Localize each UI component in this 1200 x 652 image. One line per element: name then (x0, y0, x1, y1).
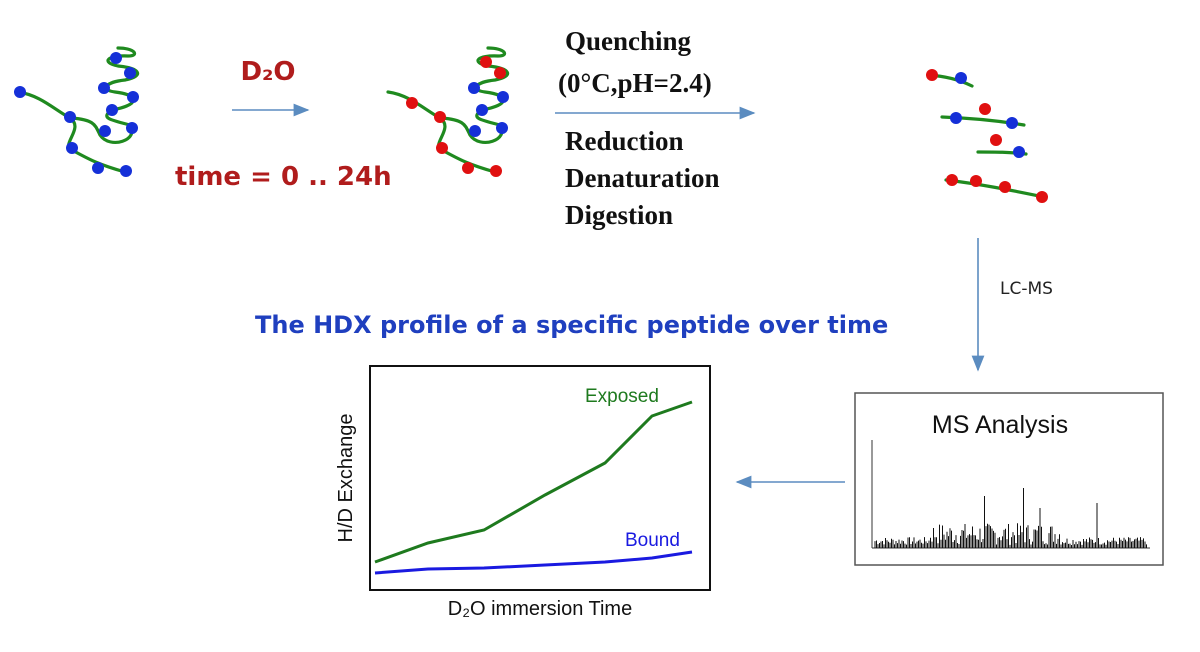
series-label: Exposed (585, 386, 659, 407)
x-axis-label: D₂O immersion Time (448, 598, 632, 620)
y-axis-label: H/D Exchange (335, 414, 357, 543)
exposed-curve (374, 400, 693, 564)
process-line: Digestion (565, 200, 673, 230)
peptides (926, 69, 1048, 203)
time-label: time = 0 .. 24h (175, 162, 392, 192)
quench-line: (0°C,pH=2.4) (558, 68, 712, 98)
profile-frame (369, 365, 711, 591)
spectrum (871, 440, 1150, 549)
process-line: Reduction (565, 126, 684, 156)
quench-line: Quenching (565, 26, 692, 56)
lcms-label: LC-MS (1000, 279, 1053, 299)
process-line: Denaturation (565, 163, 720, 193)
protein-labeled (386, 46, 509, 177)
protein-unlabeled (14, 46, 139, 177)
series-label: Bound (625, 530, 680, 551)
ms-title: MS Analysis (932, 411, 1068, 439)
reagent-label: D₂O (240, 57, 295, 87)
bound-curve (374, 550, 693, 575)
profile-title: The HDX profile of a specific peptide ov… (255, 311, 888, 339)
